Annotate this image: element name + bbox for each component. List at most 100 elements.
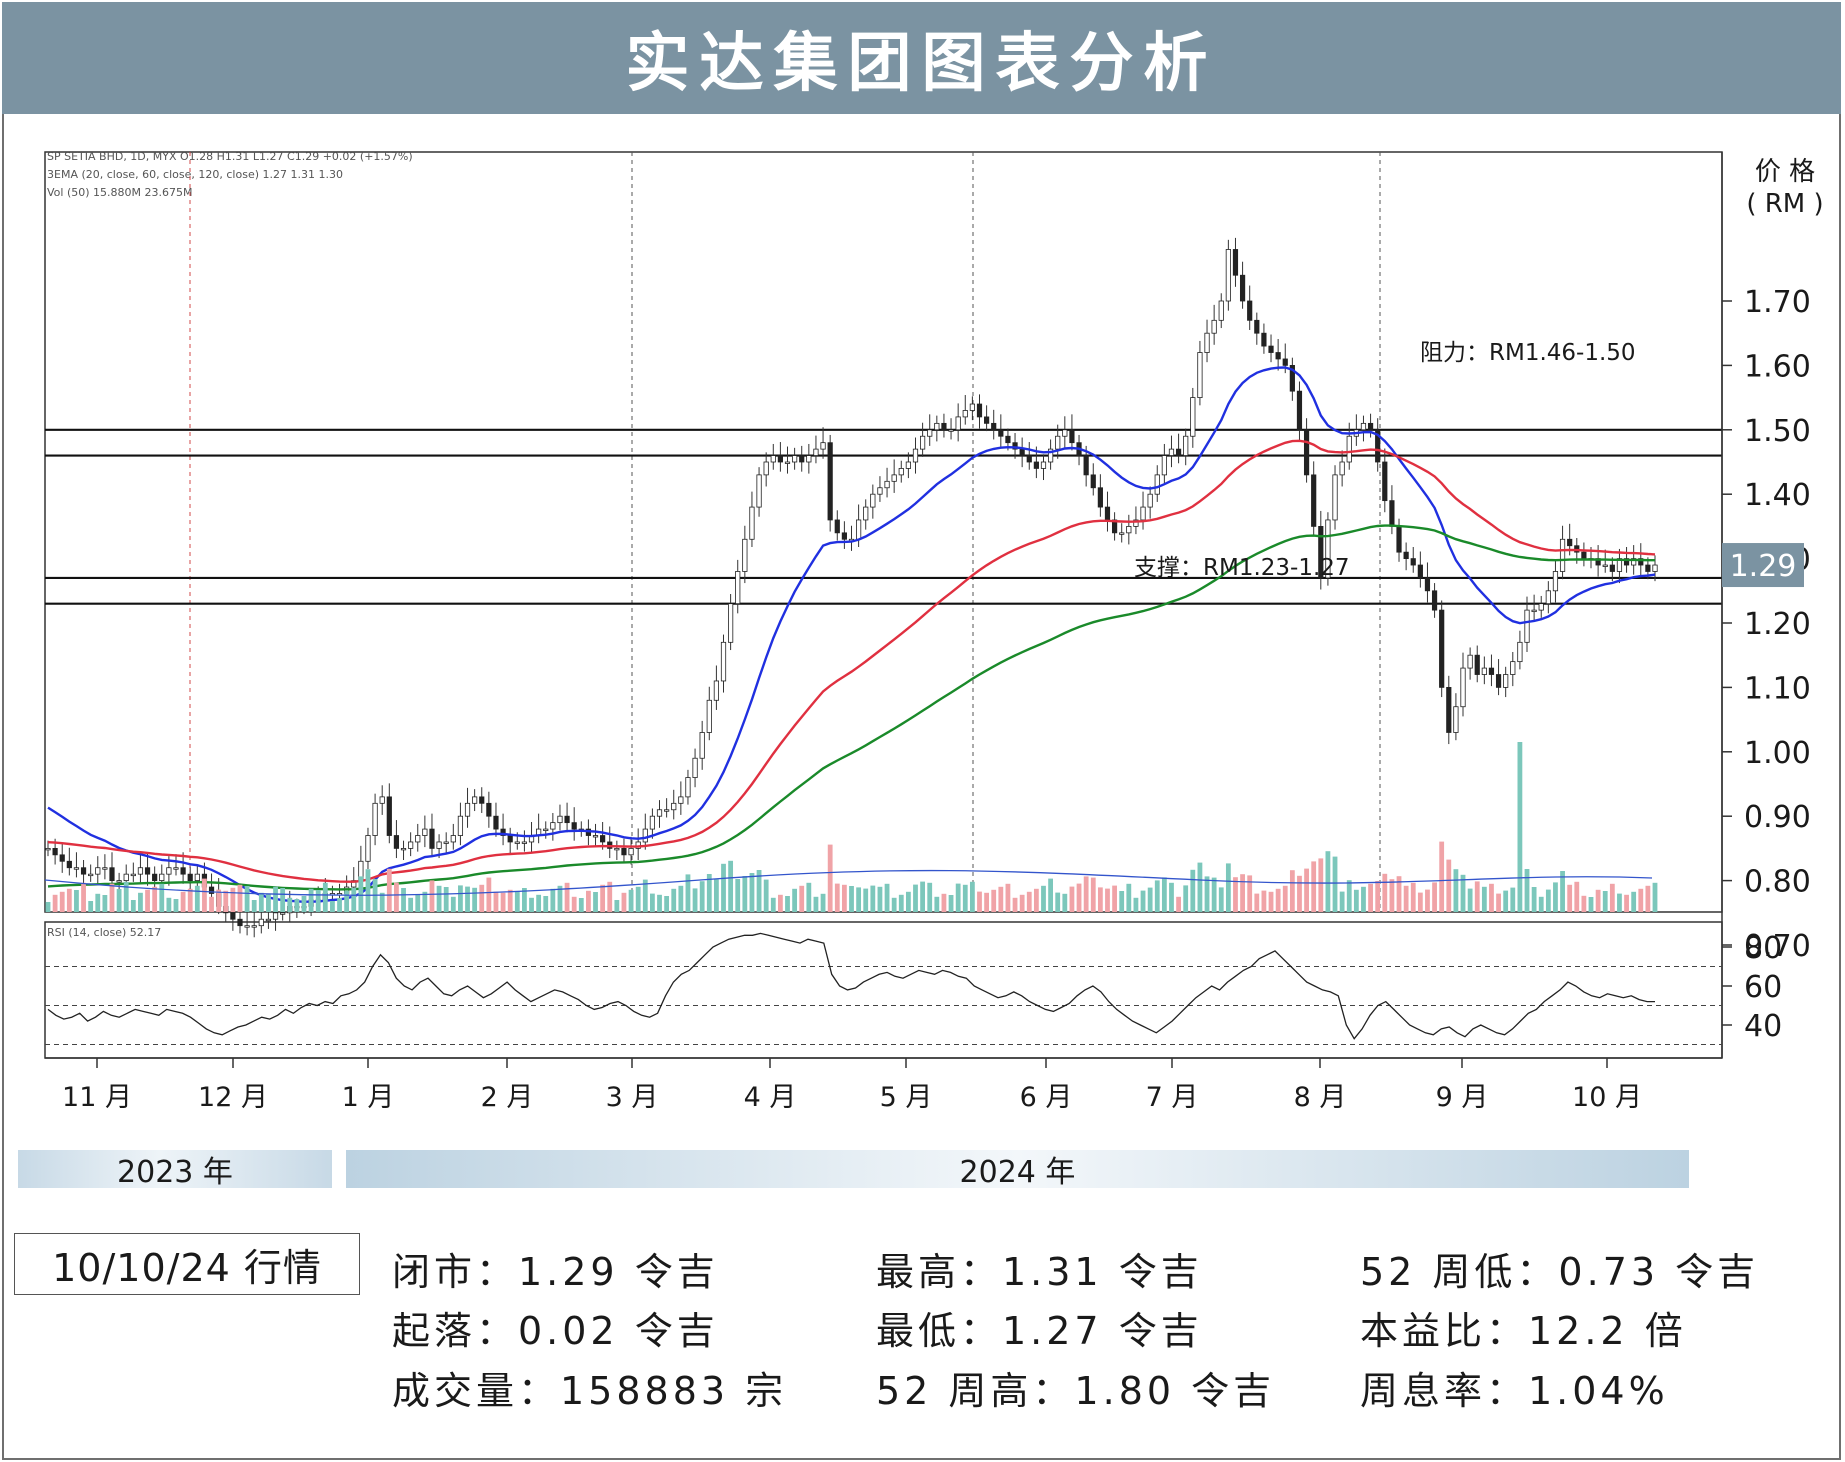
volume-bar xyxy=(671,888,677,912)
chart-legend-line: Vol (50) 15.880M 23.675M xyxy=(47,186,193,199)
volume-bar xyxy=(59,891,65,912)
candle-body xyxy=(1133,519,1139,527)
volume-bar xyxy=(728,860,734,912)
volume-bar xyxy=(913,884,918,912)
rsi-panel xyxy=(44,921,1723,1059)
stat-yield: 周息率：1.04% xyxy=(1360,1369,1669,1413)
volume-bar xyxy=(1019,894,1025,912)
volume-bar xyxy=(479,884,485,912)
stat-close: 闭市：1.29 令吉 xyxy=(392,1250,719,1294)
volume-bar xyxy=(436,885,442,912)
candle-body xyxy=(80,867,87,875)
volume-bar xyxy=(621,892,627,912)
volume-bar xyxy=(187,888,193,912)
volume-bar xyxy=(557,885,563,912)
month-label: 6 月 xyxy=(1020,1082,1073,1113)
volume-bar xyxy=(756,870,762,912)
volume-bar xyxy=(699,881,705,912)
volume-bar xyxy=(962,884,968,912)
candle-body xyxy=(1616,558,1623,572)
volume-bar xyxy=(244,886,250,912)
price-axis-label: ( RM ) xyxy=(1746,189,1823,219)
volume-bar xyxy=(1517,742,1523,912)
candle-body xyxy=(976,403,983,418)
month-label: 12 月 xyxy=(198,1082,268,1113)
candle-body xyxy=(265,918,272,922)
candle-body xyxy=(1239,274,1246,302)
volume-bar xyxy=(763,879,769,912)
volume-bar xyxy=(1183,885,1189,912)
candle-body xyxy=(1126,526,1132,534)
candle-body xyxy=(1062,429,1068,437)
volume-bar xyxy=(1481,886,1487,912)
candle-body xyxy=(621,848,627,856)
candle-body xyxy=(436,841,442,849)
candle-body xyxy=(763,461,769,476)
candle-body xyxy=(728,603,734,643)
candle-body xyxy=(137,867,144,875)
candle-body xyxy=(1375,429,1381,463)
candle-body xyxy=(841,532,847,540)
candle-body xyxy=(166,867,172,875)
volume-bar xyxy=(394,882,399,912)
volume-bar xyxy=(664,896,670,912)
candle-body xyxy=(720,641,727,682)
candle-body xyxy=(884,480,890,489)
volume-bar xyxy=(834,883,840,912)
volume-bar xyxy=(1567,884,1573,912)
month-label: 3 月 xyxy=(606,1082,659,1113)
support-annotation: 支撑：RM1.23-1.27 xyxy=(1134,555,1350,581)
candle-body xyxy=(73,867,80,870)
candle-body xyxy=(642,828,648,843)
volume-bar xyxy=(785,896,790,912)
stat-change: 起落：0.02 令吉 xyxy=(392,1309,719,1353)
volume-bar xyxy=(230,887,236,912)
price-tick-label: 1.40 xyxy=(1744,478,1811,513)
volume-bar xyxy=(330,901,335,912)
volume-bar xyxy=(209,896,214,912)
volume-bar xyxy=(1119,891,1125,912)
volume-bar xyxy=(735,879,741,912)
volume-bar xyxy=(1055,892,1061,912)
candle-body xyxy=(628,848,634,856)
volume-bar xyxy=(273,886,278,912)
volume-bar xyxy=(1261,890,1267,912)
volume-bar xyxy=(1161,877,1167,912)
candle-body xyxy=(735,571,741,605)
candle-body xyxy=(955,416,961,431)
candle-body xyxy=(1040,461,1047,469)
candle-body xyxy=(1154,474,1160,495)
rsi-legend: RSI (14, close) 52.17 xyxy=(47,926,161,939)
chart-legend-line: 3EMA (20, close, 60, close, 120, close) … xyxy=(47,168,343,181)
volume-bar xyxy=(1112,885,1117,912)
volume-bar xyxy=(173,899,179,912)
candle-body xyxy=(507,835,513,843)
volume-bar xyxy=(1453,869,1459,912)
candle-body xyxy=(1467,654,1473,669)
volume-bar xyxy=(749,873,755,912)
volume-bar xyxy=(1432,882,1437,912)
candle-body xyxy=(863,506,869,521)
candle-body xyxy=(1638,558,1644,566)
stat-52w-high: 52 周高：1.80 令吉 xyxy=(876,1369,1276,1413)
volume-bar xyxy=(493,891,499,912)
volume-bar xyxy=(1353,889,1359,912)
volume-bar xyxy=(593,892,598,912)
volume-bar xyxy=(884,883,890,912)
volume-bar xyxy=(81,882,86,912)
ema-line xyxy=(47,439,1656,883)
candle-body xyxy=(1474,654,1480,675)
volume-bar xyxy=(145,889,150,912)
candle-body xyxy=(386,796,392,836)
candle-body xyxy=(393,835,400,849)
volume-bar xyxy=(600,884,606,912)
volume-bar xyxy=(998,886,1004,912)
volume-bar xyxy=(1588,897,1594,912)
volume-bar xyxy=(166,897,172,912)
candle-body xyxy=(486,802,492,817)
volume-bar xyxy=(905,891,911,912)
volume-bar xyxy=(891,897,897,912)
volume-bar xyxy=(450,896,456,912)
stat-52w-low: 52 周低：0.73 令吉 xyxy=(1360,1250,1760,1294)
price-tick-label: 1.10 xyxy=(1744,671,1811,706)
